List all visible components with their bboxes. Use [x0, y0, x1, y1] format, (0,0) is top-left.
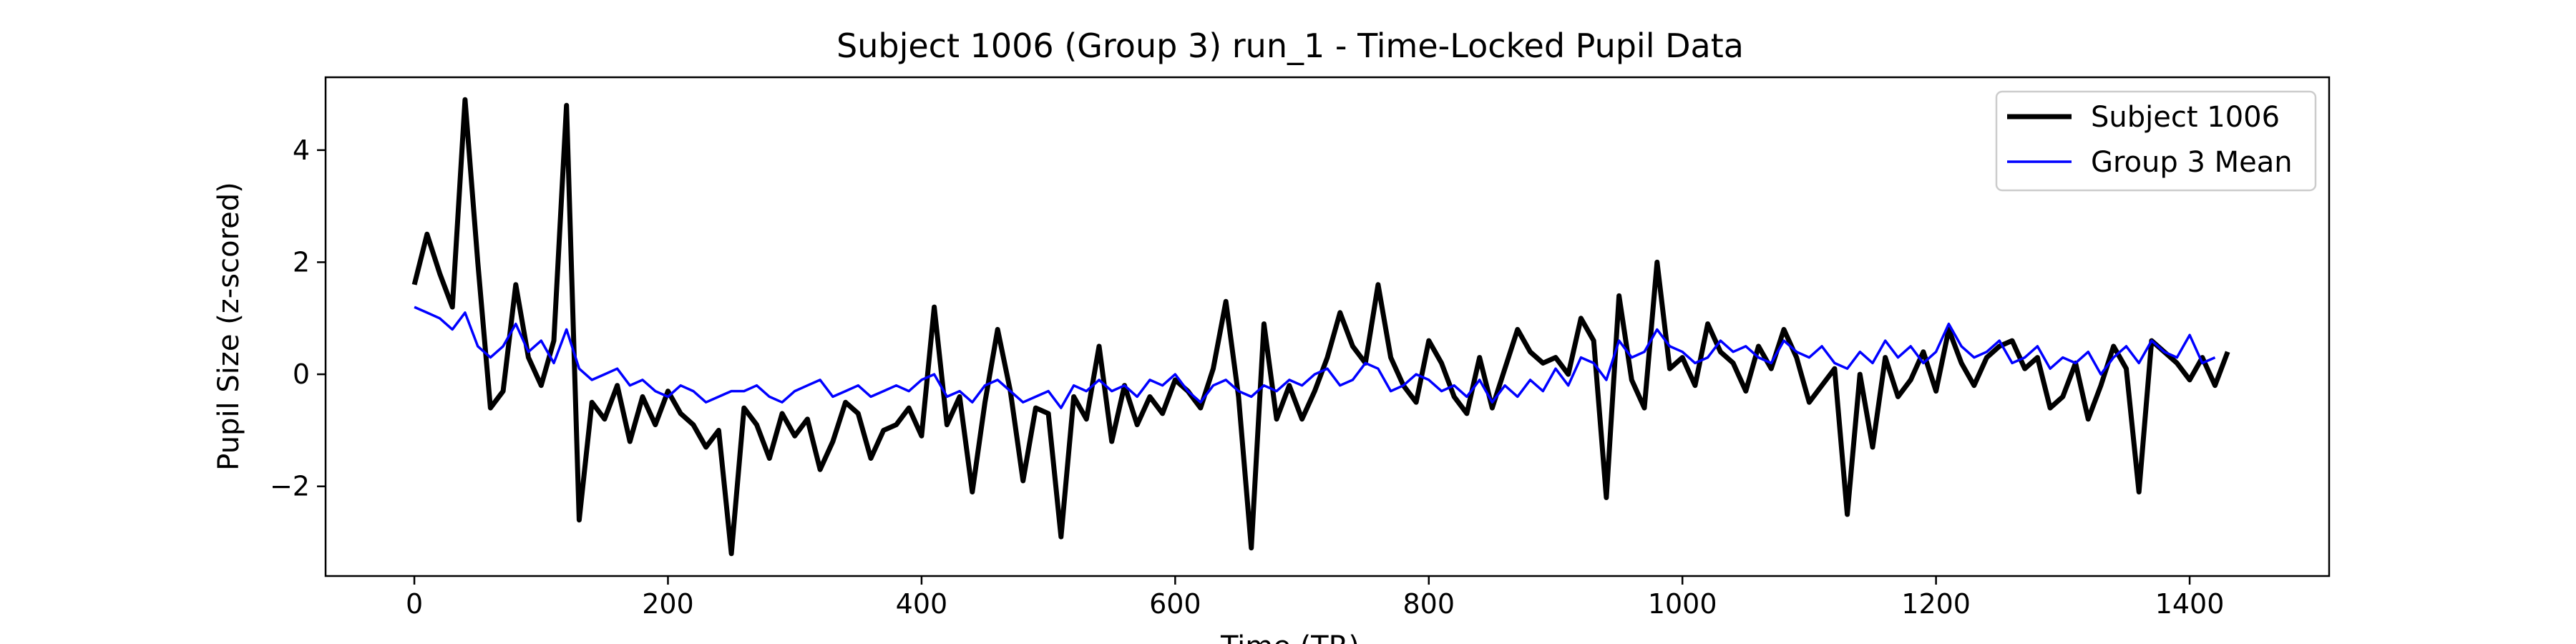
y-tick-label: −2 [270, 471, 310, 502]
x-axis-label: Time (TR) [1220, 630, 1360, 644]
legend-label-subject: Subject 1006 [2091, 101, 2280, 134]
x-tick-label: 1000 [1648, 588, 1717, 620]
axes-frame [324, 76, 2331, 577]
y-tick-label: 2 [293, 246, 310, 278]
x-tick-label: 800 [1403, 588, 1455, 620]
legend: Subject 1006 Group 3 Mean [1995, 90, 2317, 192]
legend-label-group-mean: Group 3 Mean [2091, 146, 2293, 179]
y-tick-label: 4 [293, 135, 310, 166]
y-axis-ticks: −2 0 2 4 [270, 135, 326, 502]
chart-title: Subject 1006 (Group 3) run_1 - Time-Lock… [836, 26, 1744, 65]
x-tick-label: 600 [1149, 588, 1201, 620]
series-line-subject [411, 97, 2230, 557]
legend-box [1995, 90, 2317, 192]
x-tick-label: 400 [896, 588, 948, 620]
x-tick-label: 1400 [2155, 588, 2225, 620]
y-axis-label: Pupil Size (z-scored) [213, 182, 245, 470]
y-tick-label: 0 [293, 358, 310, 390]
series-layer [411, 97, 2230, 557]
plot-area [324, 76, 2331, 577]
x-tick-label: 200 [642, 588, 694, 620]
x-axis-ticks: 0 200 400 600 800 1000 1200 1400 [406, 576, 2224, 620]
x-tick-label: 0 [406, 588, 423, 620]
x-tick-label: 1200 [1901, 588, 1971, 620]
series-line-group-mean [414, 306, 2216, 409]
